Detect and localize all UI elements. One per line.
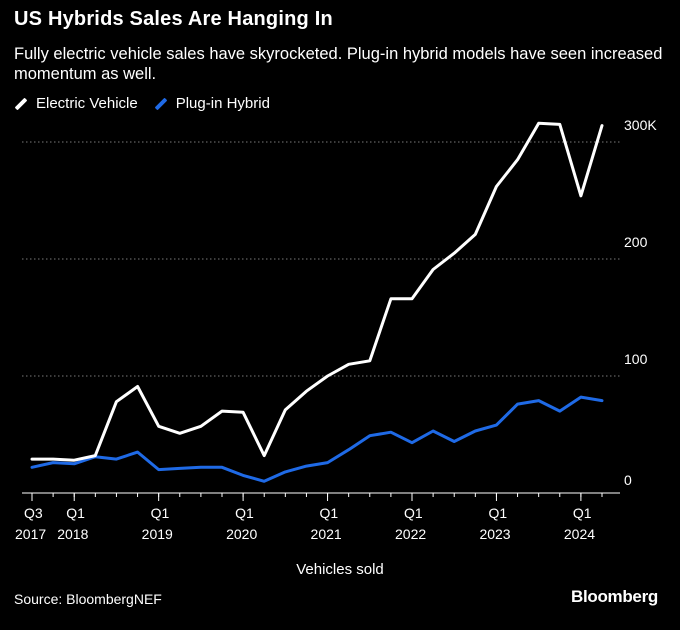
x-axis-label: Vehicles sold (296, 561, 384, 578)
x-tick-label-year: 2018 (57, 526, 88, 542)
source-note: Source: BloombergNEF (14, 591, 162, 607)
x-tick-label-quarter: Q1 (488, 505, 507, 521)
x-tick-label-year: 2020 (226, 526, 257, 542)
grid-layer (22, 141, 620, 377)
chart-subtitle: Fully electric vehicle sales have skyroc… (14, 45, 663, 83)
x-tick-label-year: 2019 (142, 526, 173, 542)
y-tick-label: 300K (624, 117, 657, 133)
x-tick-label-year: 2023 (479, 526, 510, 542)
label-layer: 300K 200 100 0 Q3 2017 Q1 2018 Q1 2019 Q1 2020 Q1 202… (15, 117, 657, 578)
legend: Electric Vehicle Plug-in Hybrid (14, 95, 270, 112)
y-tick-label: 200 (624, 234, 648, 250)
x-tick-label-year: 2024 (564, 526, 595, 542)
series-layer (30, 121, 604, 483)
x-tick-label-quarter: Q1 (320, 505, 339, 521)
x-tick-label-quarter: Q1 (66, 505, 85, 521)
x-tick-label-quarter: Q1 (404, 505, 423, 521)
series-line-plug-in-hybrid (30, 395, 604, 483)
series-line-electric-vehicle (30, 121, 604, 462)
legend-label-phev: Plug-in Hybrid (175, 95, 270, 112)
x-tick-label-quarter: Q1 (573, 505, 592, 521)
x-tick-label-year: 2022 (395, 526, 426, 542)
bloomberg-logo: Bloomberg (570, 587, 658, 606)
x-tick-label-quarter: Q1 (151, 505, 170, 521)
chart-title: US Hybrids Sales Are Hanging In (14, 8, 333, 30)
x-tick-label-year: 2017 (15, 526, 46, 542)
legend-item-phev: Plug-in Hybrid (154, 95, 270, 112)
legend-item-ev: Electric Vehicle (14, 95, 138, 112)
y-tick-label: 100 (624, 351, 648, 367)
y-tick-label: 0 (624, 472, 632, 488)
x-tick-label-quarter: Q1 (235, 505, 254, 521)
legend-label-ev: Electric Vehicle (36, 95, 138, 112)
axis-layer (22, 492, 620, 501)
x-tick-label-quarter: Q3 (24, 505, 43, 521)
x-tick-label-year: 2021 (311, 526, 342, 542)
